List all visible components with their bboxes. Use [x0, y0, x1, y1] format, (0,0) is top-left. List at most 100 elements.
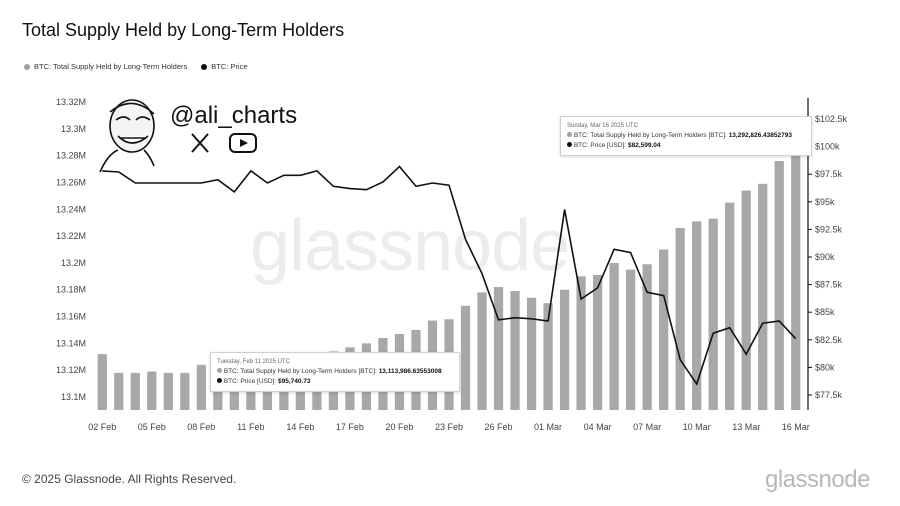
- tooltip-supply-dot: [217, 368, 222, 373]
- tooltip-date: Tuesday, Feb 11 2025 UTC: [217, 359, 290, 365]
- left-axis-tick-label: 13.18M: [56, 285, 86, 295]
- right-axis-tick-label: $90k: [815, 252, 835, 262]
- left-axis-tick-label: 13.1M: [61, 392, 86, 402]
- tooltip-price-value: $82,599.04: [628, 142, 661, 149]
- supply-bar: [510, 291, 520, 410]
- x-axis-tick-label: 11 Feb: [237, 422, 264, 432]
- right-axis-tick-label: $102.5k: [815, 114, 848, 124]
- legend-swatch-supply: [24, 63, 30, 70]
- left-axis-tick-label: 13.26M: [56, 177, 86, 187]
- supply-bar: [163, 372, 173, 410]
- supply-bar: [609, 262, 619, 410]
- right-axis-tick-label: $77.5k: [815, 390, 843, 400]
- supply-bar: [526, 297, 537, 410]
- youtube-icon[interactable]: [229, 133, 257, 153]
- supply-bar: [592, 274, 603, 410]
- supply-bar: [130, 372, 140, 410]
- legend-item-price[interactable]: BTC: Price: [201, 62, 248, 71]
- legend-label-price: BTC: Price: [211, 62, 248, 71]
- brand-overlay: [99, 99, 257, 173]
- tooltip-supply-row: BTC: Total Supply Held by Long-Term Hold…: [217, 367, 453, 377]
- tooltip-supply-value: 13,113,986.63553008: [378, 368, 442, 375]
- left-axis-tick-label: 13.22M: [56, 231, 86, 241]
- x-axis-tick-label: 02 Feb: [88, 422, 116, 432]
- x-axis-tick-label: 13 Mar: [732, 422, 760, 432]
- left-axis-tick-label: 13.14M: [56, 338, 86, 348]
- supply-bar: [692, 221, 702, 410]
- footer-logo: glassnode: [765, 466, 870, 493]
- x-axis-tick-label: 17 Feb: [336, 422, 364, 432]
- left-axis-tick-label: 13.12M: [56, 365, 86, 375]
- left-axis-tick-label: 13.28M: [56, 151, 86, 161]
- x-logo-icon[interactable]: [191, 133, 209, 153]
- supply-bar: [493, 287, 504, 410]
- supply-bar: [576, 276, 586, 410]
- supply-bar: [675, 228, 685, 410]
- legend-label-supply: BTC: Total Supply Held by Long-Term Hold…: [34, 62, 188, 71]
- tooltip-supply-dot: [567, 132, 572, 137]
- supply-bar: [708, 218, 718, 410]
- right-axis-tick-label: $85k: [815, 307, 835, 317]
- right-axis-tick-label: $82.5k: [815, 335, 843, 345]
- right-axis-tick-label: $80k: [815, 362, 835, 372]
- left-axis-tick-label: 13.24M: [56, 204, 86, 214]
- right-axis-tick-label: $97.5k: [815, 169, 843, 179]
- tooltip-price-label: BTC: Price [USD]:: [573, 142, 627, 149]
- supply-bar: [114, 372, 124, 410]
- supply-bar: [725, 202, 735, 410]
- tooltip-date: Sunday, Mar 16 2025 UTC: [567, 123, 638, 129]
- right-axis-tick-label: $100k: [815, 142, 840, 152]
- tooltip-price-label: BTC: Price [USD]:: [223, 378, 277, 385]
- supply-bar: [626, 269, 636, 410]
- brand-handle: @ali_charts: [170, 102, 298, 129]
- supply-bar: [642, 264, 652, 410]
- left-axis-tick-label: 13.3M: [61, 124, 86, 134]
- supply-bar: [659, 249, 669, 410]
- supply-bar: [196, 364, 206, 410]
- tooltip-price-dot: [567, 142, 572, 147]
- supply-bar: [559, 289, 570, 410]
- chart-title: Total Supply Held by Long-Term Holders: [22, 20, 345, 40]
- footer-copyright: © 2025 Glassnode. All Rights Reserved.: [22, 472, 237, 486]
- watermark: glassnode: [250, 206, 570, 286]
- tooltip-price-value: $95,740.73: [278, 378, 311, 385]
- right-axis-tick-label: $95k: [815, 197, 835, 207]
- supply-bar: [791, 138, 801, 411]
- legend-swatch-price: [201, 63, 208, 70]
- left-axis-tick-label: 13.32M: [56, 97, 86, 107]
- tooltip-price-row: BTC: Price [USD]: $82,599.04: [567, 141, 805, 151]
- supply-bar: [229, 383, 239, 410]
- supply-bar: [460, 305, 471, 410]
- tooltip-supply-value: 13,292,826.43852793: [728, 132, 792, 139]
- x-axis-tick-label: 05 Feb: [138, 422, 166, 432]
- supply-bar: [246, 378, 256, 410]
- legend-item-supply[interactable]: BTC: Total Supply Held by Long-Term Hold…: [24, 62, 187, 71]
- tooltip-feb11: Tuesday, Feb 11 2025 UTC BTC: Total Supp…: [210, 352, 460, 392]
- x-axis-tick-label: 14 Feb: [286, 422, 314, 432]
- left-axis-tick-label: 13.16M: [56, 312, 86, 322]
- tooltip-price-dot: [217, 378, 222, 383]
- x-axis-tick-label: 26 Feb: [485, 422, 513, 432]
- face-illustration-icon: [99, 99, 155, 173]
- supply-bar: [147, 371, 157, 410]
- tooltip-price-row: BTC: Price [USD]: $95,740.73: [217, 377, 453, 387]
- x-axis-tick-label: 10 Mar: [683, 422, 711, 432]
- supply-bar: [180, 372, 190, 410]
- supply-bar: [758, 183, 768, 410]
- tooltip-supply-label: BTC: Total Supply Held by Long-Term Hold…: [573, 132, 727, 139]
- right-axis-tick-label: $92.5k: [815, 224, 843, 234]
- supply-bar: [741, 190, 751, 410]
- x-axis-tick-label: 20 Feb: [385, 422, 413, 432]
- tooltip-supply-label: BTC: Total Supply Held by Long-Term Hold…: [223, 368, 377, 375]
- x-axis-tick-label: 04 Mar: [584, 422, 612, 432]
- supply-bar: [213, 376, 223, 410]
- supply-bar: [477, 292, 487, 410]
- legend: BTC: Total Supply Held by Long-Term Hold…: [24, 62, 248, 71]
- x-axis-tick-label: 16 Mar: [782, 422, 810, 432]
- supply-bar: [774, 161, 784, 410]
- supply-bar: [97, 354, 107, 410]
- x-axis-tick-label: 08 Feb: [187, 422, 215, 432]
- supply-bar: [543, 303, 553, 410]
- price-line: [102, 165, 797, 386]
